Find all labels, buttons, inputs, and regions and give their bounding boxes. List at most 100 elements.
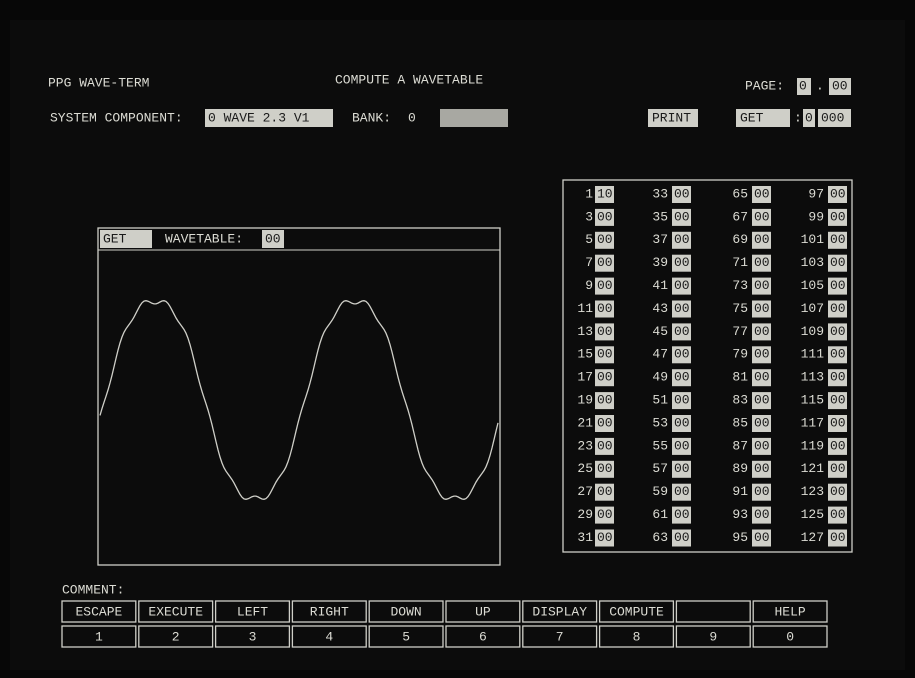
bank-value[interactable]: 0 <box>408 110 416 125</box>
entry-index: 123 <box>801 484 824 499</box>
entry-value: 00 <box>597 232 613 247</box>
entry-value: 00 <box>674 438 690 453</box>
key-number[interactable]: 2 <box>172 629 180 644</box>
entry-value: 00 <box>674 278 690 293</box>
page-separator: . <box>816 78 824 93</box>
entry-value: 00 <box>597 393 613 408</box>
entry-value: 00 <box>674 209 690 224</box>
key-label[interactable]: DOWN <box>390 604 421 619</box>
entry-index: 45 <box>652 324 668 339</box>
key-number[interactable]: 6 <box>479 629 487 644</box>
key-number[interactable]: 5 <box>402 629 410 644</box>
entry-value: 00 <box>597 438 613 453</box>
key-number[interactable]: 4 <box>325 629 333 644</box>
entry-index: 11 <box>577 301 593 316</box>
bank-label: BANK: <box>352 110 391 125</box>
entry-value: 00 <box>830 530 846 545</box>
screen-title: COMPUTE A WAVETABLE <box>335 72 483 87</box>
get-value-2[interactable]: 000 <box>821 110 844 125</box>
entry-index: 27 <box>577 484 593 499</box>
entry-index: 99 <box>808 209 824 224</box>
entry-value: 00 <box>754 209 770 224</box>
entry-index: 23 <box>577 438 593 453</box>
key-number[interactable]: 3 <box>249 629 257 644</box>
key-number[interactable]: 1 <box>95 629 103 644</box>
entry-index: 47 <box>652 347 668 362</box>
page-sub[interactable]: 00 <box>832 78 848 93</box>
entry-value: 00 <box>830 507 846 522</box>
print-button[interactable]: PRINT <box>652 110 691 125</box>
entry-index: 63 <box>652 530 668 545</box>
entry-index: 79 <box>732 347 748 362</box>
entry-value: 00 <box>830 324 846 339</box>
entry-value: 00 <box>597 415 613 430</box>
entry-value: 00 <box>830 347 846 362</box>
entry-index: 15 <box>577 347 593 362</box>
entry-index: 35 <box>652 209 668 224</box>
entry-index: 49 <box>652 370 668 385</box>
entry-value: 00 <box>597 255 613 270</box>
entry-value: 00 <box>754 484 770 499</box>
component-value[interactable]: 0 WAVE 2.3 V1 <box>208 110 310 125</box>
key-label[interactable]: RIGHT <box>310 604 349 619</box>
entry-index: 81 <box>732 370 748 385</box>
entry-value: 00 <box>674 530 690 545</box>
entry-value: 00 <box>754 370 770 385</box>
key-number[interactable]: 7 <box>556 629 564 644</box>
entry-index: 41 <box>652 278 668 293</box>
wavetable-label: WAVETABLE: <box>165 231 243 246</box>
panel-get-button[interactable]: GET <box>103 231 127 246</box>
blank-field[interactable] <box>440 109 508 127</box>
entry-value: 00 <box>830 484 846 499</box>
entry-value: 00 <box>830 370 846 385</box>
entry-value: 00 <box>754 393 770 408</box>
entry-value: 00 <box>830 209 846 224</box>
entry-value: 00 <box>754 232 770 247</box>
key-label[interactable]: LEFT <box>237 604 268 619</box>
entry-index: 101 <box>801 232 825 247</box>
entry-value: 00 <box>754 324 770 339</box>
wavetable-value[interactable]: 00 <box>265 231 281 246</box>
entry-index: 1 <box>585 186 593 201</box>
key-label[interactable]: EXECUTE <box>148 604 203 619</box>
entry-index: 29 <box>577 507 593 522</box>
key-label[interactable]: DISPLAY <box>532 604 587 619</box>
entry-index: 65 <box>732 186 748 201</box>
entry-value: 00 <box>830 186 846 201</box>
entry-value: 00 <box>830 301 846 316</box>
get-value-1[interactable]: 0 <box>805 110 813 125</box>
entry-value: 00 <box>674 507 690 522</box>
entry-value: 00 <box>674 324 690 339</box>
entry-value: 00 <box>674 484 690 499</box>
key-number[interactable]: 9 <box>709 629 717 644</box>
entry-index: 85 <box>732 415 748 430</box>
entry-index: 51 <box>652 393 668 408</box>
entry-value: 10 <box>597 186 613 201</box>
entry-value: 00 <box>597 209 613 224</box>
entry-index: 95 <box>732 530 748 545</box>
entry-index: 89 <box>732 461 748 476</box>
entry-index: 25 <box>577 461 593 476</box>
entry-value: 00 <box>674 461 690 476</box>
key-number[interactable]: 8 <box>633 629 641 644</box>
entry-index: 107 <box>801 301 824 316</box>
entry-value: 00 <box>597 301 613 316</box>
key-label[interactable]: UP <box>475 604 491 619</box>
entry-value: 00 <box>597 324 613 339</box>
entry-value: 00 <box>754 461 770 476</box>
key-number[interactable]: 0 <box>786 629 794 644</box>
key-label[interactable]: COMPUTE <box>609 604 664 619</box>
entry-value: 00 <box>754 186 770 201</box>
entry-value: 00 <box>597 347 613 362</box>
entry-value: 00 <box>597 461 613 476</box>
entry-value: 00 <box>754 347 770 362</box>
entry-index: 31 <box>577 530 593 545</box>
get-button[interactable]: GET <box>740 110 764 125</box>
key-label[interactable]: HELP <box>774 604 805 619</box>
entry-value: 00 <box>830 415 846 430</box>
entry-index: 57 <box>652 461 668 476</box>
entry-index: 119 <box>801 438 824 453</box>
entry-value: 00 <box>754 530 770 545</box>
page-number[interactable]: 0 <box>799 78 807 93</box>
key-label[interactable]: ESCAPE <box>75 604 122 619</box>
